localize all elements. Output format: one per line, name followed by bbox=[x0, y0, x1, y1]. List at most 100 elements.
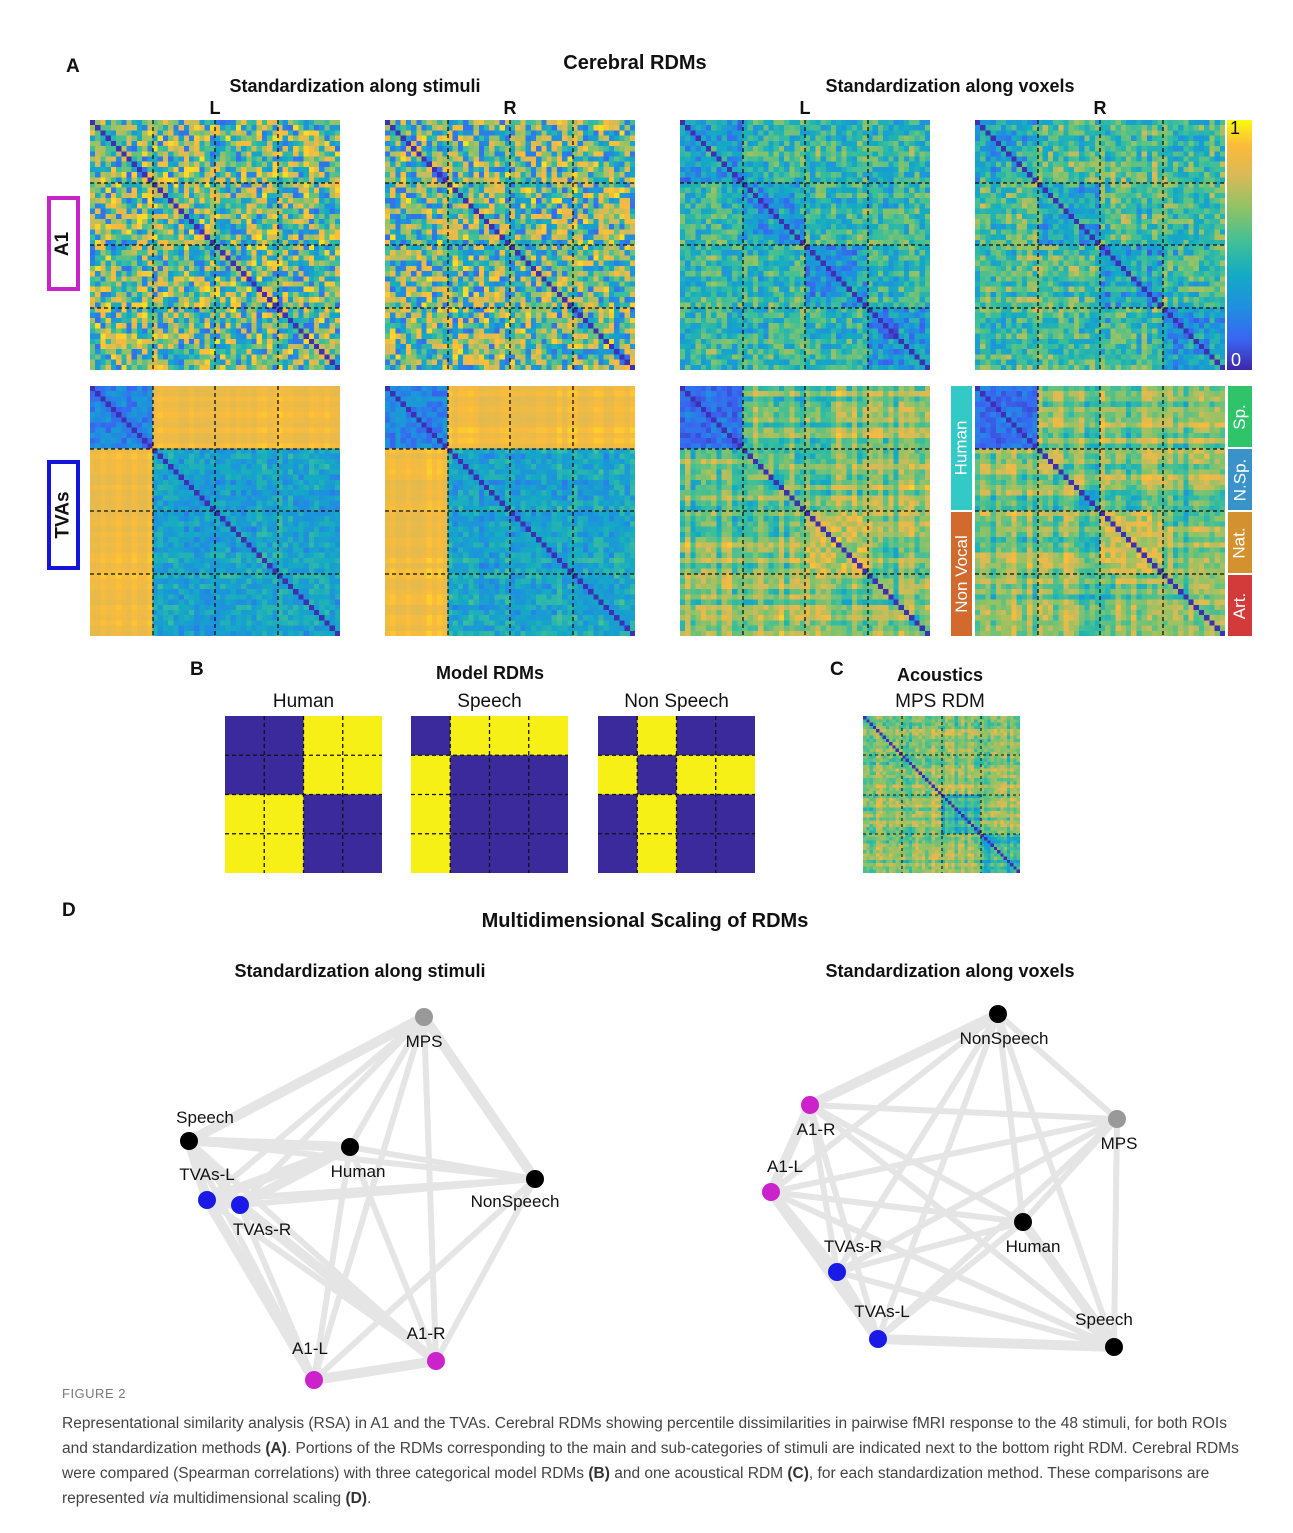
model-cell bbox=[676, 716, 717, 756]
category-label-speech: Sp. bbox=[1230, 403, 1249, 430]
mds-edge bbox=[766, 1100, 815, 1197]
model-label-speech: Speech bbox=[457, 691, 522, 712]
model-cell bbox=[264, 716, 304, 756]
category-bar-speech: Sp. bbox=[1228, 386, 1252, 447]
rdm-tvas-stimuli-left bbox=[90, 386, 340, 636]
mds-point-speech bbox=[1105, 1338, 1123, 1356]
mds-edge bbox=[237, 1202, 317, 1383]
colorbar-max-label: 1 bbox=[1230, 118, 1241, 138]
mds-edge bbox=[995, 1011, 1117, 1350]
category-bar-natural: Nat. bbox=[1228, 512, 1252, 573]
model-cell bbox=[411, 794, 451, 835]
mds-edge bbox=[1111, 1116, 1120, 1350]
model-cell bbox=[489, 716, 530, 756]
roi-label-a1: A1 bbox=[47, 196, 80, 291]
figure-label: FIGURE 2 bbox=[62, 1386, 126, 1401]
model-cell bbox=[715, 755, 755, 795]
mds-edge bbox=[807, 1102, 1117, 1350]
mds-plot-voxels: NonSpeech A1-R MPS A1-L Human TVAs-R TVAs-L Spe… bbox=[762, 1005, 1138, 1356]
hemi-label-left: L bbox=[209, 98, 221, 118]
hemi-label-left: L bbox=[799, 98, 811, 118]
panel-c-subtitle: MPS RDM bbox=[895, 691, 985, 712]
mds-edge bbox=[875, 1219, 1026, 1342]
panel-c-title: Acoustics bbox=[896, 665, 984, 685]
mds-edge bbox=[995, 1011, 1120, 1122]
category-label-nonvocal: Non Vocal bbox=[951, 535, 971, 613]
model-cell bbox=[303, 716, 344, 756]
mds-point-label: A1-R bbox=[407, 1324, 446, 1343]
roi-label-tvas: TVAs bbox=[47, 460, 80, 570]
panel-d-title: Multidimensional Scaling of RDMs bbox=[481, 910, 809, 932]
model-cell bbox=[637, 755, 677, 795]
figure-caption: Representational similarity analysis (RS… bbox=[62, 1411, 1242, 1511]
model-cell bbox=[715, 794, 755, 835]
model-cell bbox=[676, 755, 717, 795]
category-bar-human: Human bbox=[951, 386, 972, 510]
caption-text: multidimensional scaling bbox=[168, 1490, 346, 1507]
caption-text: . Portions of the RDMs corresponding to … bbox=[62, 1440, 1239, 1482]
mds-point-nonspeech bbox=[989, 1005, 1007, 1023]
rdm-category-dividers bbox=[90, 120, 1225, 636]
model-rdm-speech bbox=[411, 716, 568, 873]
mds-point-label: Speech bbox=[1075, 1310, 1133, 1329]
mds-point-speech bbox=[180, 1132, 198, 1150]
model-cell bbox=[450, 716, 490, 756]
category-bar-nonspeech: N.Sp. bbox=[1228, 449, 1252, 510]
mds-point-a1-l bbox=[305, 1371, 323, 1389]
model-cell bbox=[411, 833, 451, 873]
hemi-label-right: R bbox=[1093, 98, 1107, 118]
mds-edge bbox=[834, 1011, 1001, 1275]
mds-point-a1-l bbox=[762, 1183, 780, 1201]
mds-point-mps bbox=[1108, 1110, 1126, 1128]
mds-point-label: TVAs-L bbox=[179, 1165, 234, 1184]
mds-edge bbox=[995, 1011, 1026, 1225]
mds-edge bbox=[834, 1116, 1120, 1275]
mds-edge bbox=[768, 1116, 1120, 1195]
mds-point-tvas-l bbox=[198, 1191, 216, 1209]
mds-edge bbox=[347, 1144, 439, 1364]
mds-edge bbox=[834, 1219, 1026, 1275]
mds-point-human bbox=[1014, 1213, 1032, 1231]
mds-edge bbox=[873, 1334, 1119, 1352]
mds-point-label: TVAs-R bbox=[233, 1220, 291, 1239]
panel-a-letter: A bbox=[66, 56, 80, 77]
mps-category-dividers bbox=[863, 716, 1020, 873]
panel-a-title: Cerebral RDMs bbox=[563, 52, 707, 74]
model-rdm-human bbox=[225, 716, 382, 873]
mds-stimuli-title: Standardization along stimuli bbox=[234, 961, 486, 981]
panel-b-title: Model RDMs bbox=[436, 663, 544, 683]
mds-edge bbox=[235, 1200, 441, 1366]
model-cell bbox=[450, 755, 490, 795]
method-voxels-title: Standardization along voxels bbox=[825, 76, 1075, 96]
model-cell bbox=[528, 755, 568, 795]
mds-edge bbox=[832, 1267, 883, 1344]
caption-ref-c: (C) bbox=[787, 1465, 809, 1482]
mds-point-label: A1-L bbox=[292, 1339, 328, 1358]
rdm-tvas-stimuli-right bbox=[385, 386, 635, 636]
rdm-a1-voxels-left bbox=[680, 120, 930, 370]
model-cell bbox=[342, 716, 382, 756]
mds-edge bbox=[186, 1138, 538, 1182]
mds-edge bbox=[347, 1014, 427, 1150]
mds-point-label: Human bbox=[331, 1162, 386, 1181]
model-cell bbox=[342, 794, 382, 835]
model-cell bbox=[264, 833, 304, 873]
mds-edge bbox=[347, 1144, 538, 1182]
method-stimuli-title: Standardization along stimuli bbox=[229, 76, 481, 96]
rdm-a1-voxels-right bbox=[975, 120, 1225, 370]
mds-edges bbox=[766, 1009, 1120, 1352]
caption-ref-d: (D) bbox=[345, 1490, 367, 1507]
mds-edge bbox=[204, 1014, 427, 1203]
model-label-human: Human bbox=[272, 691, 335, 712]
mds-edge bbox=[807, 1102, 1120, 1122]
mds-point-label: MPS bbox=[1101, 1134, 1138, 1153]
mds-edge bbox=[184, 1012, 429, 1146]
model-cell bbox=[303, 833, 344, 873]
model-cell bbox=[598, 833, 638, 873]
figure-caption-block: FIGURE 2 Representational similarity ana… bbox=[62, 1386, 1242, 1511]
panel-d-letter: D bbox=[62, 900, 76, 921]
model-rdm-nonspeech bbox=[598, 716, 755, 873]
category-bar-nonvocal: Non Vocal bbox=[951, 512, 972, 636]
model-cell bbox=[528, 716, 568, 756]
